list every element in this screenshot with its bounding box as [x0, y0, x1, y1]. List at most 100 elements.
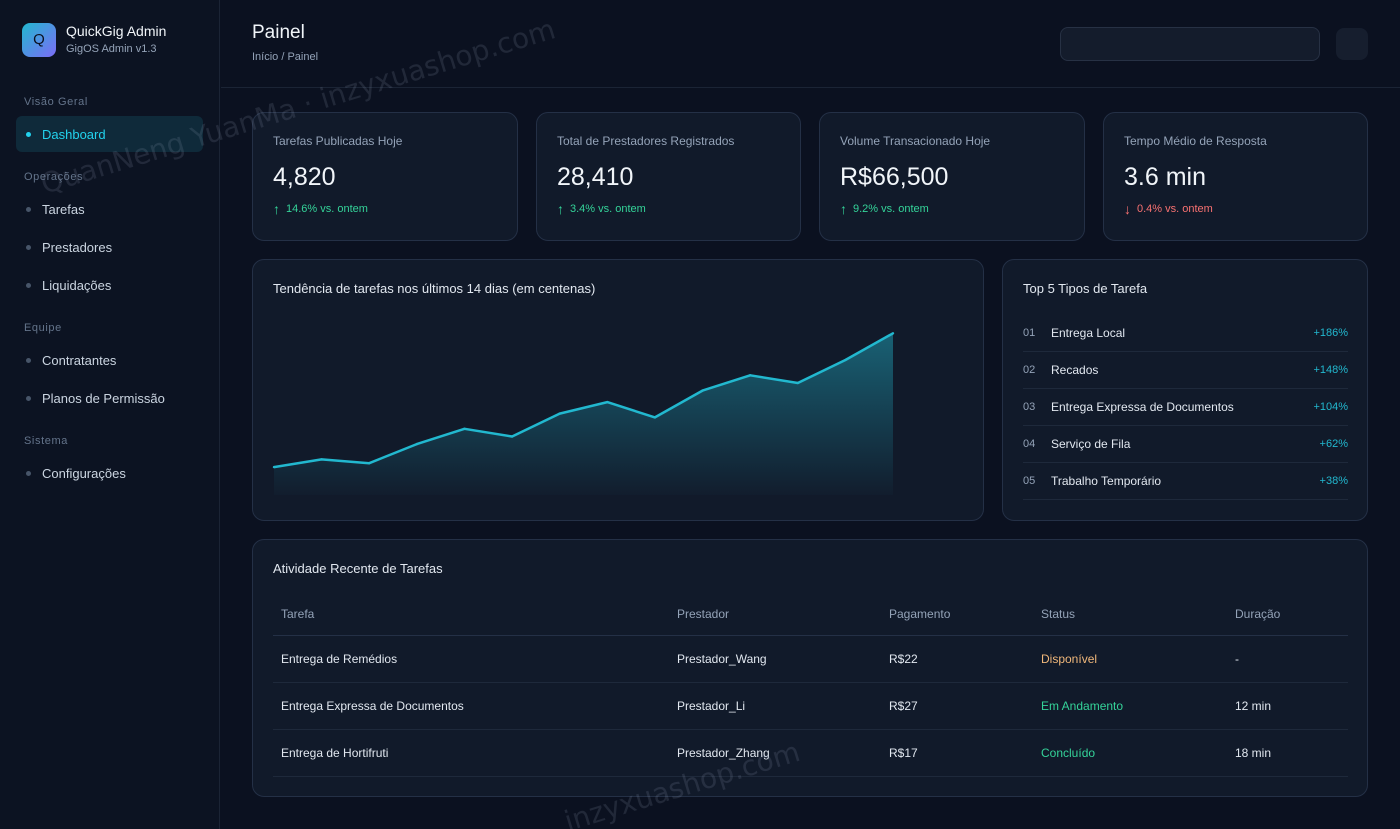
type-growth: +38%	[1319, 475, 1348, 487]
bullet-icon	[26, 282, 31, 288]
kpi-card-providers: Total de Prestadores Registrados 28,410 …	[536, 112, 801, 241]
rank: 01	[1023, 327, 1036, 339]
table-row[interactable]: Entrega de Hortifruti Prestador_Zhang R$…	[273, 729, 1348, 777]
rank: 03	[1023, 401, 1036, 413]
chart-area-fill	[274, 333, 893, 495]
cell-task: Entrega Expressa de Documentos	[273, 682, 669, 730]
chart-point-4	[415, 442, 419, 446]
chart-point-2	[320, 458, 323, 461]
cell-payment: R$27	[881, 682, 1033, 730]
arrow-up-icon: ↑	[273, 201, 280, 217]
sidebar-item-label: Configurações	[42, 465, 126, 481]
sidebar-item-providers[interactable]: Prestadores	[16, 229, 203, 265]
kpi-value: 3.6 min	[1124, 163, 1206, 191]
header: Painel Início / Painel	[221, 0, 1400, 88]
nav-section-operations: Operações	[24, 171, 84, 183]
chart-point-13	[844, 358, 847, 362]
cell-payment: R$17	[881, 729, 1033, 777]
cell-duration: 18 min	[1227, 729, 1348, 777]
arrow-down-icon: ↓	[1124, 201, 1131, 217]
chart-title: Tendência de tarefas nos últimos 14 dias…	[273, 281, 596, 296]
sidebar-item-settlements[interactable]: Liquidações	[16, 267, 203, 303]
list-item[interactable]: 04 Serviço de Fila +62%	[1023, 426, 1348, 463]
type-name: Serviço de Fila	[1051, 437, 1131, 451]
rank: 05	[1023, 475, 1036, 487]
user-menu-button[interactable]	[1336, 28, 1368, 60]
status-badge: Concluído	[1033, 729, 1227, 777]
bullet-icon	[26, 357, 31, 363]
sidebar-item-label: Contratantes	[42, 352, 117, 368]
kpi-change: ↓ 0.4% vs. ontem	[1124, 201, 1213, 217]
type-growth: +186%	[1313, 327, 1348, 339]
list-item[interactable]: 03 Entrega Expressa de Documentos +104%	[1023, 389, 1348, 426]
column-header-status[interactable]: Status	[1033, 593, 1227, 636]
column-header-duration[interactable]: Duração	[1227, 593, 1348, 636]
list-item[interactable]: 02 Recados +148%	[1023, 352, 1348, 389]
nav-section-system: Sistema	[24, 435, 68, 447]
brand-name: QuickGig Admin	[66, 23, 167, 39]
table-header-row: Tarefa Prestador Pagamento Status Duraçã…	[273, 593, 1348, 636]
trend-chart	[272, 332, 895, 495]
table-row[interactable]: Entrega Expressa de Documentos Prestador…	[273, 682, 1348, 730]
nav-section-team: Equipe	[24, 322, 62, 334]
bullet-icon	[26, 131, 31, 137]
kpi-change: ↑ 9.2% vs. ontem	[840, 201, 929, 217]
chart-point-12	[796, 381, 799, 385]
list-item[interactable]: 01 Entrega Local +186%	[1023, 315, 1348, 352]
kpi-card-tasks-today: Tarefas Publicadas Hoje 4,820 ↑ 14.6% vs…	[252, 112, 518, 241]
kpi-change-text: 14.6% vs. ontem	[286, 203, 368, 215]
sidebar-item-tasks[interactable]: Tarefas	[16, 191, 203, 227]
type-name: Recados	[1051, 363, 1099, 377]
sidebar-item-label: Liquidações	[42, 277, 112, 293]
sidebar-item-label: Tarefas	[42, 201, 85, 217]
bullet-icon	[26, 244, 31, 250]
arrow-up-icon: ↑	[557, 201, 564, 217]
search-input[interactable]	[1060, 27, 1320, 61]
brand-logo: Q	[22, 22, 56, 57]
type-growth: +104%	[1313, 401, 1348, 413]
brand[interactable]: Q QuickGig Admin GigOS Admin v1.3	[22, 22, 166, 57]
chart-point-11	[748, 374, 752, 377]
activity-table: Tarefa Prestador Pagamento Status Duraçã…	[273, 593, 1348, 777]
kpi-value: 4,820	[273, 163, 336, 191]
breadcrumb[interactable]: Início / Painel	[252, 51, 319, 63]
kpi-card-volume: Volume Transacionado Hoje R$66,500 ↑ 9.2…	[819, 112, 1085, 241]
cell-payment: R$22	[881, 635, 1033, 683]
cell-task: Entrega de Remédios	[273, 635, 669, 683]
table-row[interactable]: Entrega de Remédios Prestador_Wang R$22 …	[273, 635, 1348, 683]
sidebar-item-label: Planos de Permissão	[42, 390, 165, 406]
type-name: Entrega Local	[1051, 326, 1126, 340]
column-header-provider[interactable]: Prestador	[669, 593, 881, 636]
sidebar-item-label: Dashboard	[42, 126, 106, 142]
rank: 02	[1023, 364, 1036, 376]
list-item[interactable]: 05 Trabalho Temporário +38%	[1023, 463, 1348, 500]
sidebar-item-dashboard[interactable]: Dashboard	[16, 116, 203, 152]
column-header-task[interactable]: Tarefa	[273, 593, 669, 636]
nav-section-overview: Visão Geral	[24, 96, 88, 108]
cell-duration: 12 min	[1227, 682, 1348, 730]
type-growth: +148%	[1313, 364, 1348, 376]
column-header-payment[interactable]: Pagamento	[881, 593, 1033, 636]
top-types-title: Top 5 Tipos de Tarefa	[1023, 281, 1148, 296]
chart-series-line	[273, 332, 894, 469]
cell-duration: -	[1227, 635, 1348, 683]
chart-point-6	[510, 435, 514, 438]
kpi-label: Volume Transacionado Hoje	[840, 134, 991, 148]
kpi-value: 28,410	[557, 163, 634, 191]
sidebar-item-permission-plans[interactable]: Planos de Permissão	[16, 380, 203, 416]
kpi-change: ↑ 3.4% vs. ontem	[557, 201, 646, 217]
arrow-up-icon: ↑	[840, 201, 847, 217]
cell-provider: Prestador_Wang	[669, 635, 881, 683]
chart-point-8	[606, 400, 609, 404]
kpi-change: ↑ 14.6% vs. ontem	[273, 201, 368, 217]
sidebar-item-contractors[interactable]: Contratantes	[16, 342, 203, 378]
sidebar-item-settings[interactable]: Configurações	[16, 455, 203, 491]
bullet-icon	[26, 470, 31, 476]
bullet-icon	[26, 395, 31, 401]
kpi-change-text: 0.4% vs. ontem	[1137, 203, 1213, 215]
cell-task: Entrega de Hortifruti	[273, 729, 669, 777]
type-name: Entrega Expressa de Documentos	[1051, 400, 1234, 414]
cell-provider: Prestador_Zhang	[669, 729, 881, 777]
chart-point-1	[272, 465, 276, 469]
rank: 04	[1023, 438, 1036, 450]
